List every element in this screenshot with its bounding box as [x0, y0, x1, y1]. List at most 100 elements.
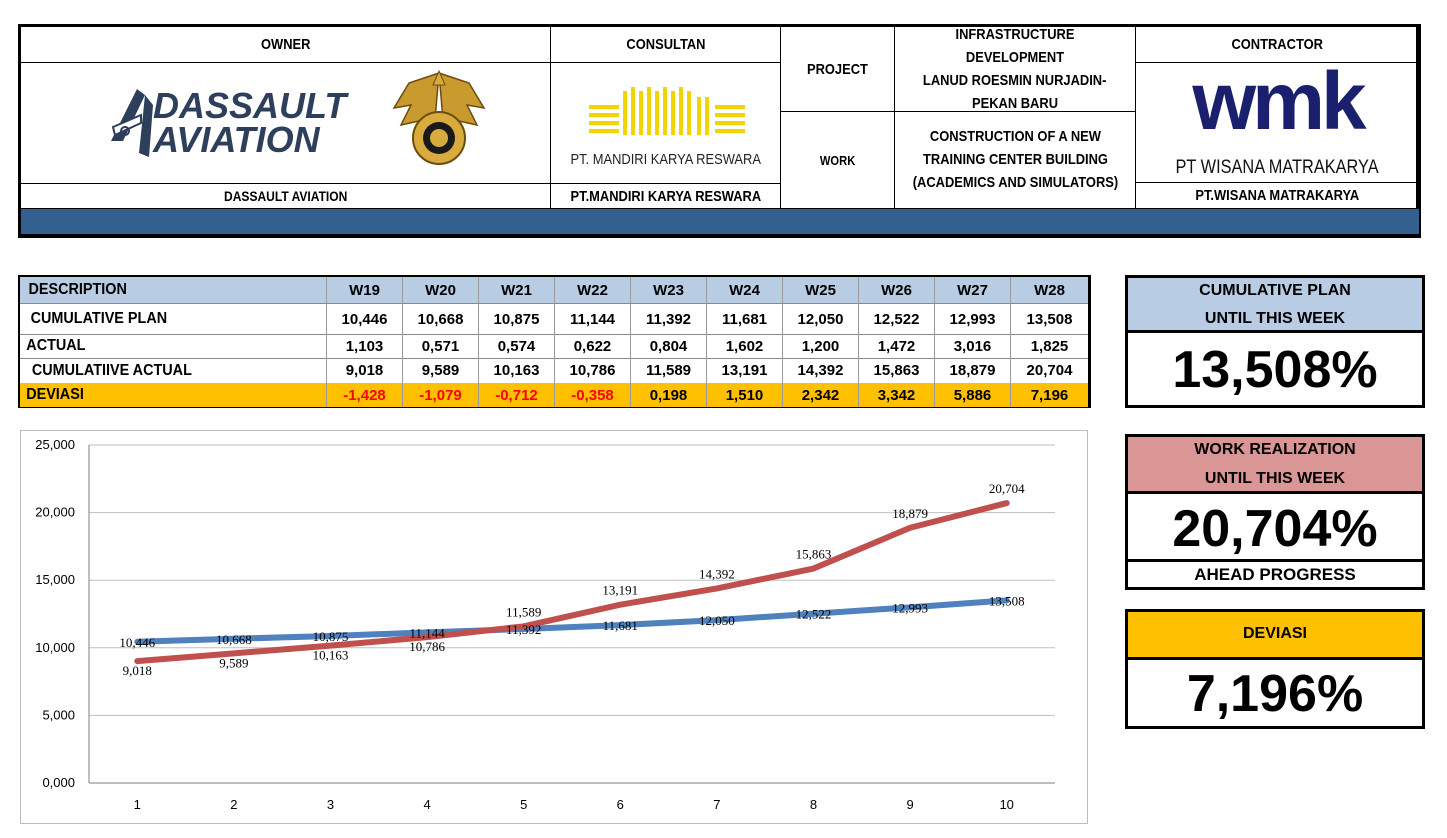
divider: [780, 111, 1135, 112]
table-cell: 18,879: [934, 358, 1010, 383]
data-label: 12,993: [892, 600, 928, 615]
table-cell: 11,681: [706, 304, 782, 334]
divider: [1135, 62, 1419, 63]
plan-title-line: CUMULATIVE PLAN: [1199, 282, 1351, 299]
consultant-logo-icon: [581, 83, 751, 143]
owner-title: OWNER: [260, 36, 311, 53]
realization-title-line: WORK REALIZATION: [1194, 441, 1356, 458]
project-line: LANUD ROESMIN NURJADIN-: [923, 72, 1107, 89]
divider: [1135, 182, 1419, 183]
divider: [550, 62, 780, 63]
table-row: CUMULATIVE PLAN 10,446 10,668 10,875 11,144 1…: [20, 304, 1088, 335]
contractor-title: CONTRACTOR: [1231, 36, 1324, 53]
table-cell: 9,018: [326, 358, 402, 383]
week-header: W26: [858, 277, 934, 303]
y-tick-label: 10,000: [35, 640, 75, 655]
work-line: TRAINING CENTER BUILDING: [922, 150, 1108, 168]
dassault-emblem-icon: [111, 89, 153, 157]
plan-title-line: UNTIL THIS WEEK: [1204, 310, 1346, 327]
table-cell: 12,993: [934, 304, 1010, 334]
work-realization-box: WORK REALIZATION UNTIL THIS WEEK 20,704%…: [1125, 434, 1425, 590]
dassault-logo: [101, 79, 381, 169]
week-header: W24: [706, 277, 782, 303]
project-label: PROJECT: [807, 60, 868, 78]
deviation-title: DEVIASI: [1242, 625, 1307, 642]
realization-title-line: UNTIL THIS WEEK: [1204, 470, 1346, 487]
contractor-name: PT.WISANA MATRAKARYA: [1195, 187, 1360, 204]
contractor-logo: wmk: [1192, 56, 1366, 147]
row-label: ACTUAL: [26, 337, 86, 354]
table-cell: 1,472: [858, 334, 934, 358]
table-cell: 1,825: [1010, 334, 1088, 358]
data-label: 10,446: [119, 635, 155, 650]
table-cell: 0,574: [478, 334, 554, 358]
table-cell: 20,704: [1010, 358, 1088, 383]
table-cell: -1,079: [402, 383, 478, 407]
deviation-title-bg: [1128, 612, 1422, 660]
week-header: W28: [1010, 277, 1088, 303]
data-label: 11,144: [409, 625, 445, 640]
data-label: 10,875: [313, 629, 349, 644]
data-label: 11,681: [603, 618, 638, 633]
series-line: [134, 597, 1010, 645]
row-label: DEVIASI: [26, 386, 84, 403]
table-row: CUMULATIIVE ACTUAL 9,018 9,589 10,163 10,786…: [20, 358, 1088, 384]
table-row: ACTUAL 1,103 0,571 0,574 0,622 0,804 1,602 1,20…: [20, 334, 1088, 359]
table-header-cell: DESCRIPTION: [28, 281, 127, 298]
realization-title-bg: [1128, 437, 1422, 494]
project-header: OWNER DASSAULT AVIATION DASSAULT AVIATIO…: [18, 24, 1421, 238]
realization-note: AHEAD PROGRESS: [1128, 559, 1422, 587]
work-label: WORK: [819, 152, 856, 168]
chart-svg: 0,000 5,000 10,000 15,000 20,000 25,000 1 2 3 4 5 6…: [35, 437, 1055, 812]
data-label: 12,522: [796, 607, 832, 622]
table-cell: 11,144: [554, 304, 630, 334]
row-label: CUMULATIIVE ACTUAL: [31, 361, 192, 379]
deviation-value: 7,196%: [1186, 665, 1364, 723]
contractor-logo-text: PT WISANA MATRAKARYA: [1175, 157, 1380, 178]
consultant-title: CONSULTAN: [625, 36, 706, 53]
table-cell: 10,446: [326, 304, 402, 334]
table-cell: 3,016: [934, 334, 1010, 358]
work-line: (ACADEMICS AND SIMULATORS): [912, 173, 1118, 191]
table-cell: -0,712: [478, 383, 554, 407]
x-tick-label: 10: [999, 797, 1013, 812]
table-cell: 10,875: [478, 304, 554, 334]
y-tick-label: 5,000: [42, 707, 75, 722]
data-label: 11,392: [506, 622, 541, 637]
table-cell: 15,863: [858, 358, 934, 383]
table-cell: 0,571: [402, 334, 478, 358]
table-cell: 9,589: [402, 358, 478, 383]
table-cell: 0,622: [554, 334, 630, 358]
divider: [21, 183, 550, 184]
table-cell: 0,804: [630, 334, 706, 358]
divider: [1135, 27, 1136, 208]
table-cell: 5,886: [934, 383, 1010, 407]
week-header: W25: [782, 277, 858, 303]
week-header: W23: [630, 277, 706, 303]
logo-line: DASSAULT: [153, 85, 347, 126]
table-header-row: DESCRIPTION W19 W20 W21 W22 W23 W24 W25 …: [20, 277, 1088, 304]
air-force-emblem-icon: [389, 63, 489, 183]
data-label: 9,589: [219, 655, 248, 670]
data-label: 10,786: [409, 639, 445, 654]
table-cell: 11,392: [630, 304, 706, 334]
x-tick-label: 7: [713, 797, 720, 812]
x-tick-label: 5: [520, 797, 527, 812]
x-tick-label: 9: [906, 797, 913, 812]
data-label: 10,668: [216, 632, 252, 647]
plan-value: 13,508%: [1172, 341, 1378, 399]
x-tick-label: 4: [423, 797, 430, 812]
week-header: W22: [554, 277, 630, 303]
divider: [21, 62, 550, 63]
row-label: CUMULATIVE PLAN: [30, 310, 168, 327]
table-cell: 10,786: [554, 358, 630, 383]
data-label: 12,050: [699, 613, 735, 628]
table-cell: 3,342: [858, 383, 934, 407]
divider: [780, 27, 781, 208]
table-cell: 10,163: [478, 358, 554, 383]
divider: [21, 208, 1419, 209]
logo-line: AVIATION: [153, 119, 320, 160]
y-tick-label: 20,000: [35, 505, 75, 520]
owner-name: DASSAULT AVIATION: [223, 187, 348, 204]
work-value: CONSTRUCTION OF A NEW TRAINING CENTER BU…: [895, 121, 1135, 197]
